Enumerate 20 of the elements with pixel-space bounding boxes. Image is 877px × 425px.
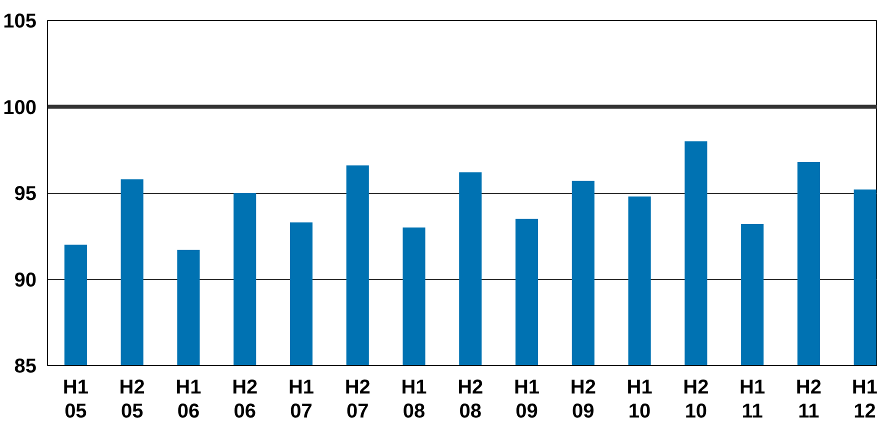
y-tick-label: 90 xyxy=(14,269,37,292)
x-tick-label: H2 06 xyxy=(232,376,258,423)
x-tick-label: H1 07 xyxy=(288,376,314,423)
y-tick-label: 100 xyxy=(3,96,37,119)
x-tick-label: H1 11 xyxy=(740,376,766,423)
x-tick-label: H2 05 xyxy=(119,376,145,423)
x-tick-label: H1 10 xyxy=(626,376,652,423)
x-tick-label: H1 06 xyxy=(176,376,202,423)
y-tick-label: 105 xyxy=(3,10,37,32)
x-tick-label: H2 08 xyxy=(458,376,484,423)
x-tick-label: H1 09 xyxy=(514,376,540,423)
x-tick-label: H2 07 xyxy=(344,376,370,423)
x-tick-label: H2 11 xyxy=(796,376,822,423)
x-tick-label: H1 12 xyxy=(852,376,877,423)
y-tick-label: 85 xyxy=(14,356,37,378)
x-tick-label: H1 05 xyxy=(62,376,88,423)
y-tick-label: 95 xyxy=(14,183,37,205)
x-tick-label: H2 10 xyxy=(683,376,709,423)
x-tick-label: H2 09 xyxy=(570,376,596,423)
x-tick-label: H1 08 xyxy=(401,376,427,423)
